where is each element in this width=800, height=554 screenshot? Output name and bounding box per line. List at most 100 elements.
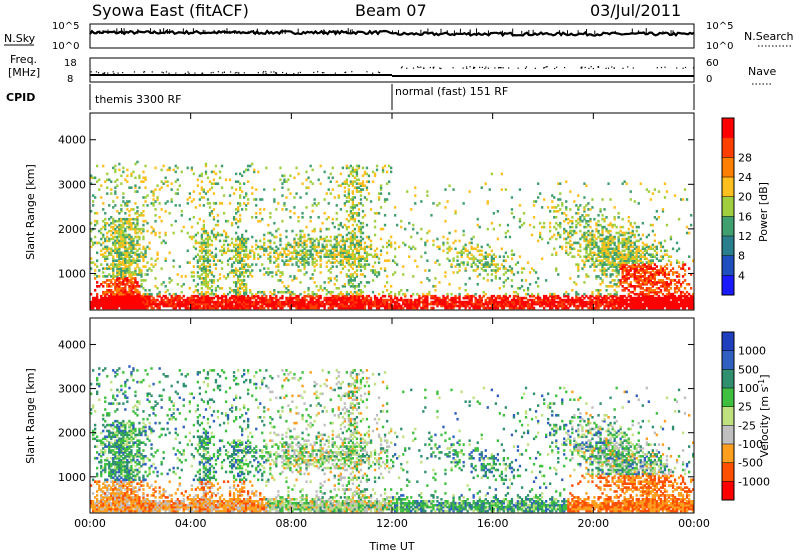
power-cell [136,223,139,227]
power-cell [317,178,320,182]
power-cell [186,306,189,310]
power-cell [557,306,560,310]
power-cell [496,269,500,272]
power-cell [569,239,572,243]
power-cell [210,271,214,274]
power-cell [202,243,206,247]
power-cell [128,304,131,308]
power-cell [337,302,340,306]
power-cell [329,251,332,255]
power-cell [516,296,520,300]
power-cell [243,255,246,258]
power-cell [245,269,248,272]
power-cell [190,306,194,310]
power-cell [132,208,135,211]
power-cell [267,302,270,306]
power-cell [615,294,618,298]
power-cell [100,227,103,231]
power-cell [174,180,177,183]
power-cell [520,300,524,304]
power-cell [581,267,584,270]
power-cell [204,237,208,241]
power-cell [293,304,296,308]
power-cell [255,198,258,201]
power-cell [524,304,528,308]
power-cell [472,247,475,251]
power-cell [587,239,590,243]
power-cell [543,225,546,229]
power-cell [196,298,200,302]
power-cell [196,265,200,268]
power-cell [226,273,230,276]
power-cell [355,186,359,189]
power-cell [543,306,546,310]
power-cell [357,294,361,298]
power-cell [100,196,103,199]
power-cell [585,304,588,308]
power-cell [232,271,236,274]
power-cell [273,304,276,308]
power-cell [601,279,604,282]
power-cell [353,296,357,300]
power-cell [367,235,371,239]
power-cell [279,279,282,282]
power-cell [277,253,280,256]
power-cell [126,204,129,207]
power-cell [601,231,604,235]
power-cell [367,263,371,266]
power-cell [353,247,357,251]
power-cell [406,298,409,302]
power-cell [204,277,208,280]
power-cell [98,285,101,288]
power-cell [218,202,222,205]
power-cell [289,259,292,262]
nave-point [592,67,594,70]
nave-point [117,72,119,74]
power-cell [232,298,236,302]
power-cell [321,245,324,249]
power-cell [607,296,610,300]
nave-point [377,71,380,73]
power-cell [176,296,179,300]
power-cell [464,294,467,298]
power-cell [90,176,93,180]
power-cell [585,243,588,247]
power-cell [206,249,210,253]
power-cell [381,170,385,174]
power-cell [200,188,204,191]
power-cell [108,294,111,298]
power-cell [569,245,572,249]
power-cell [204,170,208,174]
power-cell [245,239,248,243]
power-cell [555,296,558,300]
power-cell [444,302,447,306]
power-cell [102,255,105,258]
nave-point [165,71,168,73]
power-cell [94,212,97,215]
power-cell [267,257,270,260]
power-cell [494,302,498,306]
power-cell [196,300,200,304]
power-cell [327,227,330,231]
power-cell [214,235,218,239]
power-cell [478,249,481,253]
power-cell [587,219,590,223]
nave-point [217,71,219,73]
power-cell [110,296,113,300]
power-cell [214,202,218,205]
power-cell [510,269,514,272]
power-cell [214,182,218,185]
power-cell [557,233,560,237]
power-cell [359,188,363,191]
power-cell [194,289,198,292]
power-cell [392,300,395,304]
power-cell [589,296,592,300]
power-cell [353,304,357,308]
power-cell [361,265,365,268]
power-cell [124,292,127,296]
power-cell [510,257,514,260]
power-cell [114,227,117,231]
nave-point [274,72,277,74]
power-cell [194,233,198,237]
power-cell [309,216,312,219]
